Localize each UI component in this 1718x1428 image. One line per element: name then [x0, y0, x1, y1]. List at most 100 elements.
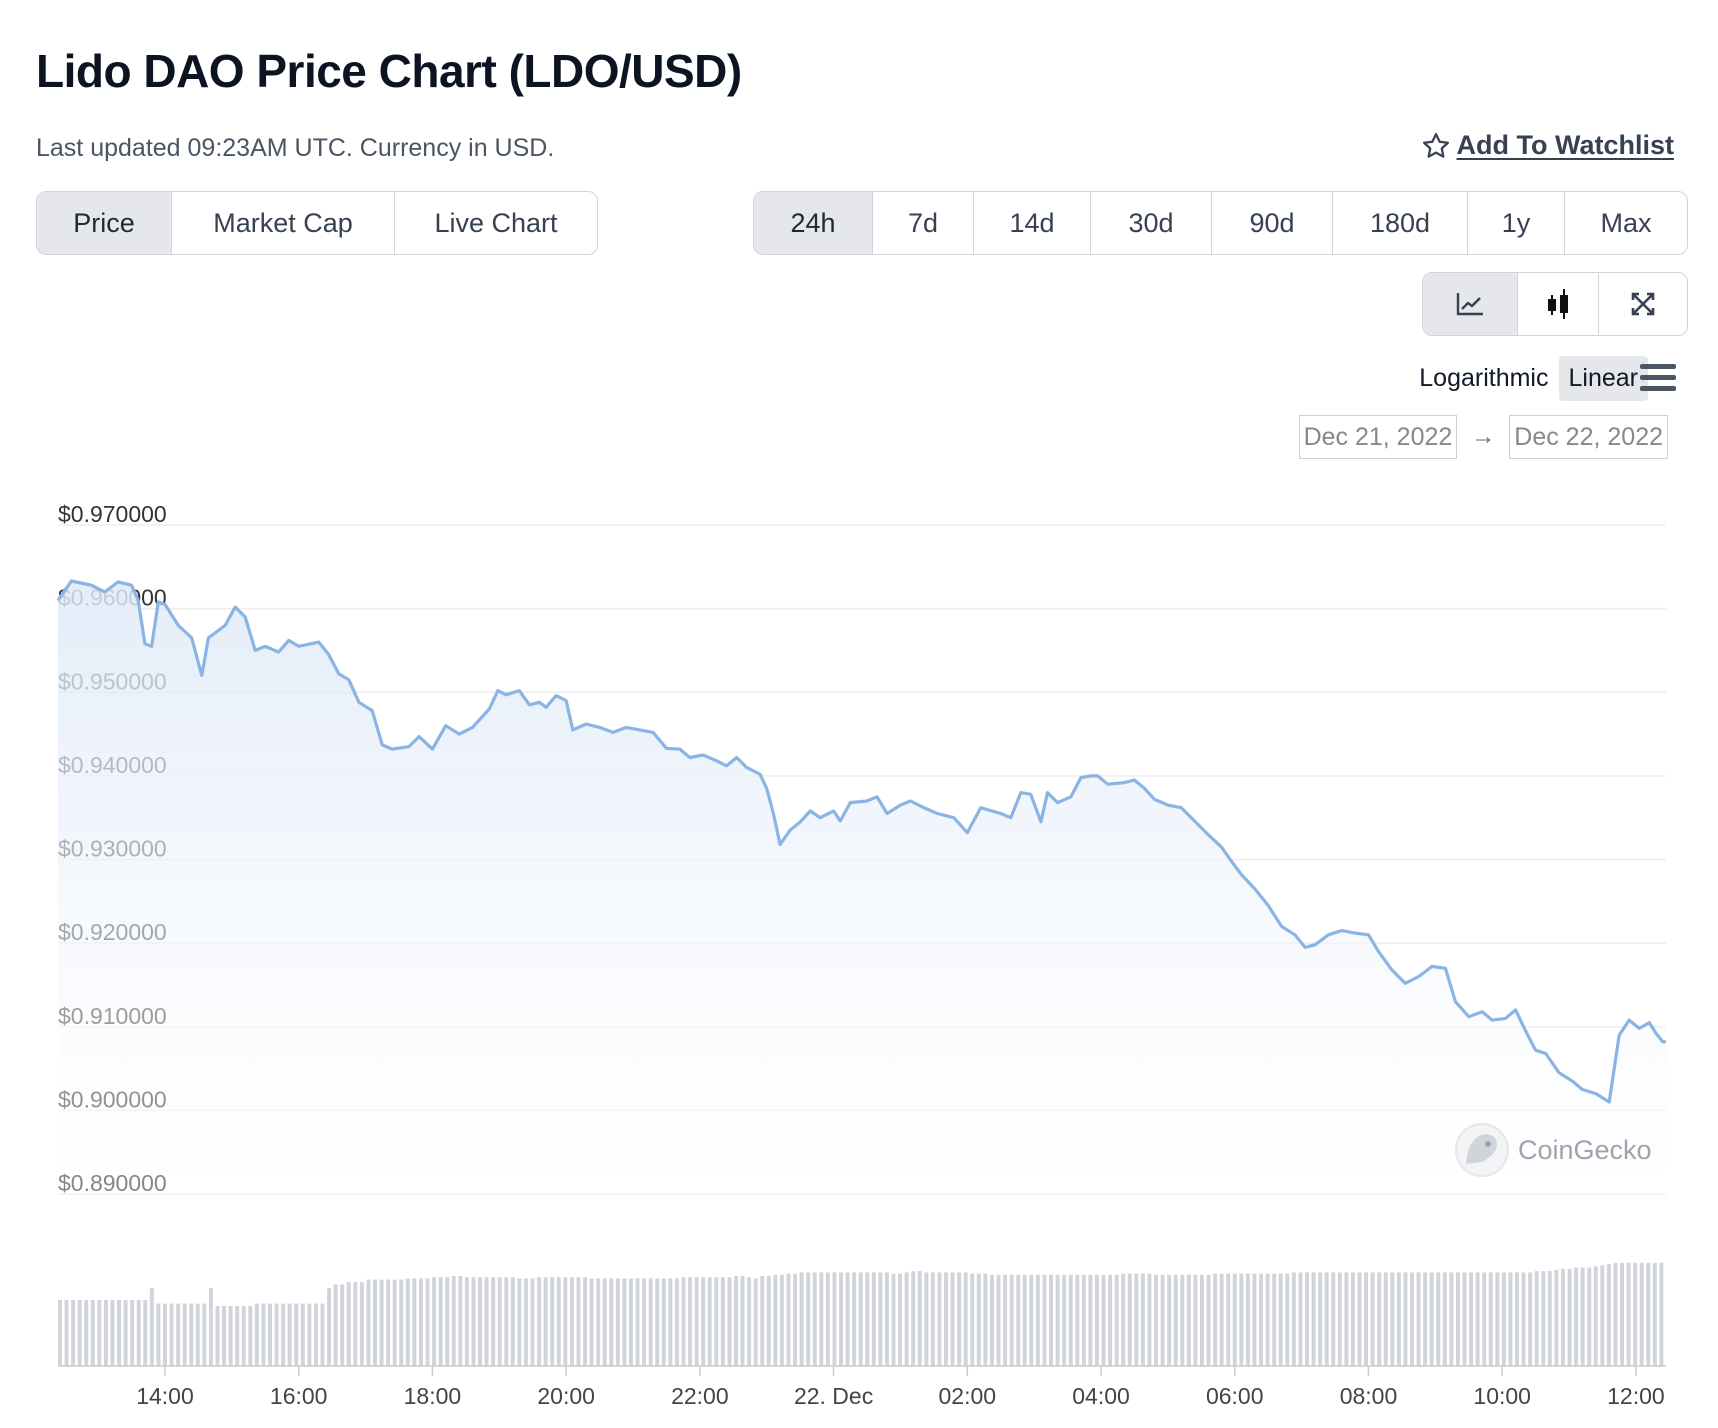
last-updated-text: Last updated 09:23AM UTC. Currency in US… — [36, 134, 555, 162]
volume-bar — [668, 1278, 673, 1366]
x-tick-label: 18:00 — [404, 1383, 462, 1409]
volume-bar — [740, 1276, 745, 1366]
line-chart-button[interactable] — [1423, 273, 1518, 335]
volume-bar — [839, 1272, 843, 1366]
volume-bar — [523, 1278, 528, 1366]
price-chart[interactable]: $0.970000$0.960000$0.950000$0.940000$0.9… — [0, 480, 1718, 1420]
volume-bar — [1134, 1273, 1139, 1366]
volume-bar — [484, 1277, 489, 1366]
volume-bar — [898, 1273, 903, 1366]
watermark-label: CoinGecko — [1518, 1135, 1652, 1165]
tab-price[interactable]: Price — [37, 192, 172, 254]
fullscreen-button[interactable] — [1599, 273, 1687, 335]
range-7d[interactable]: 7d — [873, 192, 974, 254]
volume-bar — [392, 1279, 397, 1366]
volume-bar — [149, 1288, 154, 1366]
range-24h[interactable]: 24h — [754, 192, 873, 254]
volume-bar — [569, 1277, 574, 1366]
volume-bar — [1318, 1272, 1323, 1366]
volume-bar — [1350, 1272, 1355, 1366]
volume-bar — [832, 1272, 837, 1366]
volume-bar — [983, 1273, 988, 1366]
range-30d[interactable]: 30d — [1091, 192, 1212, 254]
tab-live-chart[interactable]: Live Chart — [434, 207, 558, 238]
volume-bar — [1410, 1272, 1414, 1366]
volume-bar — [71, 1300, 76, 1366]
volume-bar — [950, 1272, 955, 1366]
volume-bar — [491, 1277, 496, 1366]
volume-bar — [734, 1276, 738, 1366]
volume-bar — [320, 1303, 325, 1366]
volume-bar — [648, 1278, 653, 1366]
candlestick-button[interactable] — [1518, 273, 1599, 335]
range-14d[interactable]: 14d — [974, 192, 1091, 254]
tab-market-cap[interactable]: Market Cap — [172, 192, 395, 254]
volume-bar — [1626, 1262, 1631, 1366]
volume-bar — [1206, 1274, 1211, 1366]
range-180d[interactable]: 180d — [1333, 192, 1468, 254]
range-max[interactable]: Max — [1600, 207, 1652, 238]
volume-bar — [622, 1278, 627, 1366]
volume-bar — [471, 1277, 476, 1366]
range-1y[interactable]: 1y — [1468, 192, 1565, 254]
range-90d[interactable]: 90d — [1212, 192, 1333, 254]
volume-bar — [1528, 1272, 1533, 1366]
x-tick-label: 08:00 — [1340, 1383, 1398, 1409]
volume-bar — [550, 1277, 555, 1366]
volume-bar — [195, 1303, 200, 1366]
volume-bar — [1613, 1262, 1618, 1366]
volume-bar — [852, 1272, 857, 1366]
volume-bar — [359, 1282, 364, 1366]
volume-bar — [418, 1278, 423, 1366]
volume-bar — [1193, 1274, 1198, 1366]
volume-bar — [727, 1277, 732, 1366]
chart-menu-icon[interactable] — [1640, 364, 1676, 397]
volume-bar — [1035, 1274, 1040, 1366]
volume-bar — [1311, 1272, 1316, 1366]
volume-bar — [1462, 1272, 1467, 1366]
volume-bar — [64, 1300, 69, 1366]
volume-bar — [346, 1282, 351, 1366]
volume-bar — [904, 1272, 909, 1366]
volume-bar — [248, 1306, 253, 1366]
volume-bar — [130, 1300, 135, 1366]
volume-bar — [1167, 1274, 1172, 1366]
date-to-input[interactable]: Dec 22, 2022 — [1509, 415, 1668, 459]
volume-bar — [510, 1277, 515, 1366]
volume-bar — [694, 1277, 699, 1366]
volume-bar — [1652, 1262, 1657, 1366]
volume-bar — [1173, 1274, 1178, 1366]
volume-bar — [970, 1273, 975, 1366]
volume-bar — [366, 1279, 371, 1366]
x-axis: 14:00 16:00 18:00 20:00 22:00 22. Dec 02:00 04:… — [136, 1366, 1665, 1409]
volume-bar — [189, 1303, 194, 1366]
volume-bar — [1423, 1272, 1428, 1366]
add-to-watchlist-link[interactable]: Add To Watchlist — [1421, 130, 1674, 161]
date-from-input[interactable]: Dec 21, 2022 — [1298, 415, 1458, 459]
scale-linear[interactable]: Linear — [1558, 356, 1648, 401]
volume-bar — [615, 1278, 620, 1366]
volume-bar — [760, 1276, 765, 1366]
x-tick-label: 14:00 — [136, 1383, 194, 1409]
volume-bar — [1016, 1274, 1021, 1366]
volume-bar — [1022, 1274, 1027, 1366]
coingecko-watermark: CoinGecko — [1455, 1123, 1652, 1177]
volume-bar — [1587, 1267, 1592, 1366]
volume-bar — [445, 1277, 450, 1366]
volume-bar — [714, 1277, 719, 1366]
view-tabs: Price Market Cap Live Chart — [36, 191, 598, 255]
volume-bar — [287, 1303, 292, 1366]
volume-bar — [261, 1303, 266, 1366]
volume-bar — [307, 1303, 312, 1366]
scale-logarithmic[interactable]: Logarithmic — [1419, 364, 1549, 392]
volume-bars — [58, 1262, 1664, 1366]
volume-bar — [1344, 1272, 1349, 1366]
volume-bar — [136, 1300, 141, 1366]
x-tick-label: 10:00 — [1473, 1383, 1531, 1409]
volume-bar — [1331, 1272, 1336, 1366]
volume-bar — [1574, 1267, 1579, 1366]
volume-bar — [386, 1279, 391, 1366]
volume-bar — [1101, 1274, 1106, 1366]
volume-bar — [1003, 1274, 1008, 1366]
volume-bar — [1305, 1272, 1309, 1366]
